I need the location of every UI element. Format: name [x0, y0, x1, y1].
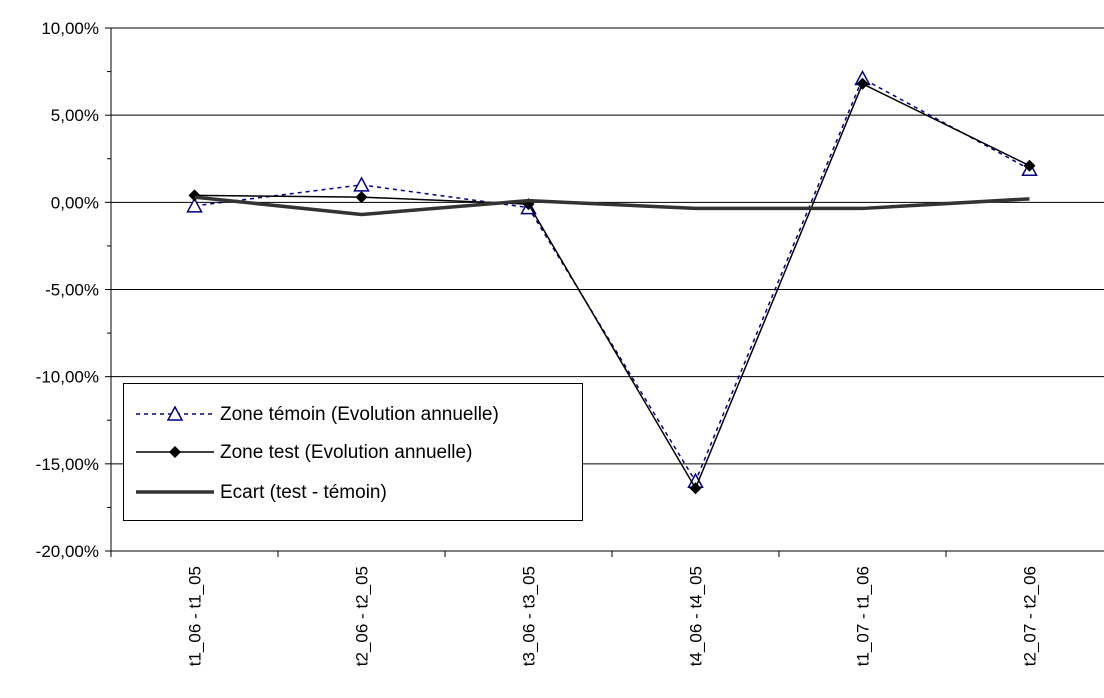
y-axis-ticks: 10,00% 5,00% 0,00% -5,00% -10,00% -15,00% -20,… — [36, 19, 111, 561]
series-1-point-5 — [1023, 159, 1036, 172]
legend: Zone témoin (Evolution annuelle) Zone te… — [123, 383, 583, 521]
series-1-point-0 — [188, 189, 201, 202]
legend-item-ecart: Ecart (test - témoin) — [124, 472, 582, 512]
x-tick-label-0: t1_06 - t1_05 — [186, 566, 205, 666]
y-tick-label-4: -10,00% — [36, 368, 99, 387]
series-1-point-4 — [856, 77, 869, 90]
x-axis-ticks: t1_06 - t1_05 t2_06 - t2_05 t3_06 - t3_05 t… — [110, 551, 1040, 666]
y-tick-label-5: -15,00% — [36, 455, 99, 474]
x-tick-label-5: t2_07 - t2_06 — [1021, 566, 1040, 666]
y-tick-label-2: 0,00% — [51, 193, 99, 212]
legend-label-ecart: Ecart (test - témoin) — [220, 482, 387, 503]
series-line-0 — [194, 77, 1030, 483]
series-1-point-1 — [355, 191, 368, 204]
legend-label-zone-temoin: Zone témoin (Evolution annuelle) — [220, 404, 499, 425]
y-tick-label-3: -5,00% — [45, 281, 99, 300]
y-tick-label-1: 5,00% — [51, 106, 99, 125]
x-tick-label-1: t2_06 - t2_05 — [353, 566, 372, 666]
y-tick-label-0: 10,00% — [41, 19, 99, 38]
series-1-point-3 — [689, 482, 702, 495]
x-tick-label-2: t3_06 - t3_05 — [520, 566, 539, 666]
series-line-2 — [194, 195, 1030, 217]
legend-item-zone-temoin: Zone témoin (Evolution annuelle) — [124, 394, 582, 434]
x-tick-label-3: t4_06 - t4_05 — [687, 566, 706, 666]
series-0-point-1 — [353, 176, 370, 192]
legend-swatch-zone-temoin — [136, 405, 214, 421]
legend-swatch-zone-test — [136, 446, 214, 458]
series-group — [186, 69, 1038, 495]
legend-item-zone-test: Zone test (Evolution annuelle) — [124, 432, 582, 472]
y-tick-label-6: -20,00% — [36, 542, 99, 561]
x-tick-label-4: t1_07 - t1_06 — [854, 566, 873, 666]
series-line-1 — [194, 82, 1030, 490]
legend-label-zone-test: Zone test (Evolution annuelle) — [220, 442, 473, 463]
series-0-point-0 — [186, 197, 203, 213]
legend-swatch-ecart — [136, 490, 214, 494]
